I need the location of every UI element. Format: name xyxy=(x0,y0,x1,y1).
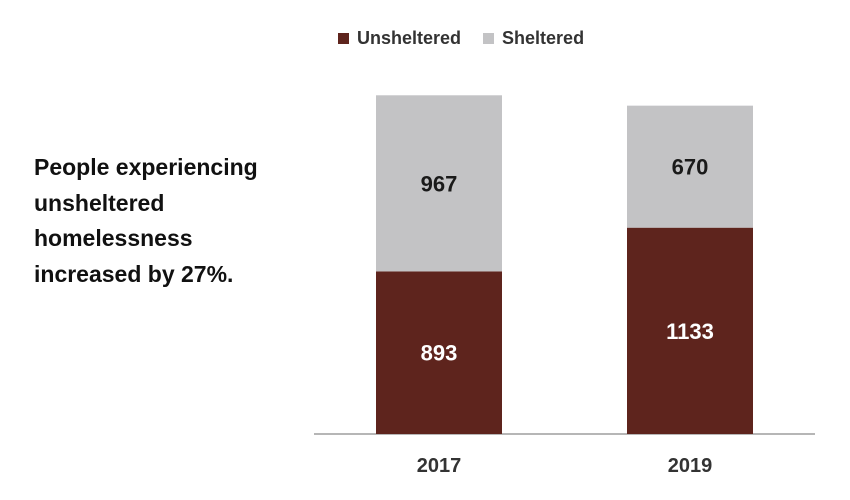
legend-swatch-unsheltered xyxy=(338,33,349,44)
bar-sheltered-2017 xyxy=(376,95,502,272)
bar-unsheltered-2017 xyxy=(376,271,502,434)
legend-item-unsheltered: Unsheltered xyxy=(338,28,461,49)
legend-item-sheltered: Sheltered xyxy=(483,28,584,49)
x-tick-label-2019: 2019 xyxy=(668,455,713,477)
data-label-sheltered-2019: 670 xyxy=(672,155,709,180)
data-label-sheltered-2017: 967 xyxy=(421,171,458,196)
x-tick-label-2017: 2017 xyxy=(417,455,462,477)
legend-label-unsheltered: Unsheltered xyxy=(357,28,462,48)
legend-swatch-sheltered xyxy=(483,33,495,44)
data-label-unsheltered-2017: 893 xyxy=(421,341,458,366)
legend-label-sheltered: Sheltered xyxy=(502,28,585,48)
bar-sheltered-2019 xyxy=(627,105,753,228)
chart-annotation: People experiencing unsheltered homeless… xyxy=(34,154,258,287)
data-label-unsheltered-2019: 1133 xyxy=(666,319,714,344)
chart-legend: Unsheltered Sheltered xyxy=(338,28,584,49)
bar-unsheltered-2019 xyxy=(627,227,753,434)
